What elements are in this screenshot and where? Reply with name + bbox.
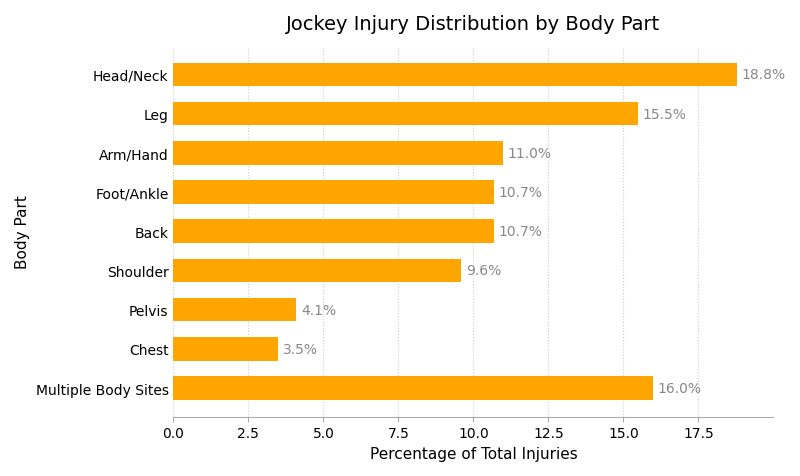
Bar — [174, 298, 297, 322]
Bar — [174, 181, 494, 204]
Bar — [174, 259, 462, 283]
Text: 15.5%: 15.5% — [643, 107, 686, 121]
Bar — [174, 377, 654, 400]
Text: 10.7%: 10.7% — [499, 225, 542, 238]
Y-axis label: Body Part: Body Part — [15, 195, 30, 268]
Text: 3.5%: 3.5% — [283, 342, 318, 356]
Bar — [174, 337, 278, 361]
Text: 11.0%: 11.0% — [508, 147, 552, 160]
Bar — [174, 220, 494, 243]
X-axis label: Percentage of Total Injuries: Percentage of Total Injuries — [370, 446, 578, 461]
Text: 9.6%: 9.6% — [466, 264, 501, 278]
Text: 10.7%: 10.7% — [499, 186, 542, 199]
Text: 16.0%: 16.0% — [658, 381, 702, 395]
Bar — [174, 102, 638, 126]
Bar — [174, 63, 738, 87]
Bar — [174, 142, 503, 165]
Text: 4.1%: 4.1% — [301, 303, 336, 317]
Title: Jockey Injury Distribution by Body Part: Jockey Injury Distribution by Body Part — [286, 15, 661, 34]
Text: 18.8%: 18.8% — [742, 68, 786, 82]
